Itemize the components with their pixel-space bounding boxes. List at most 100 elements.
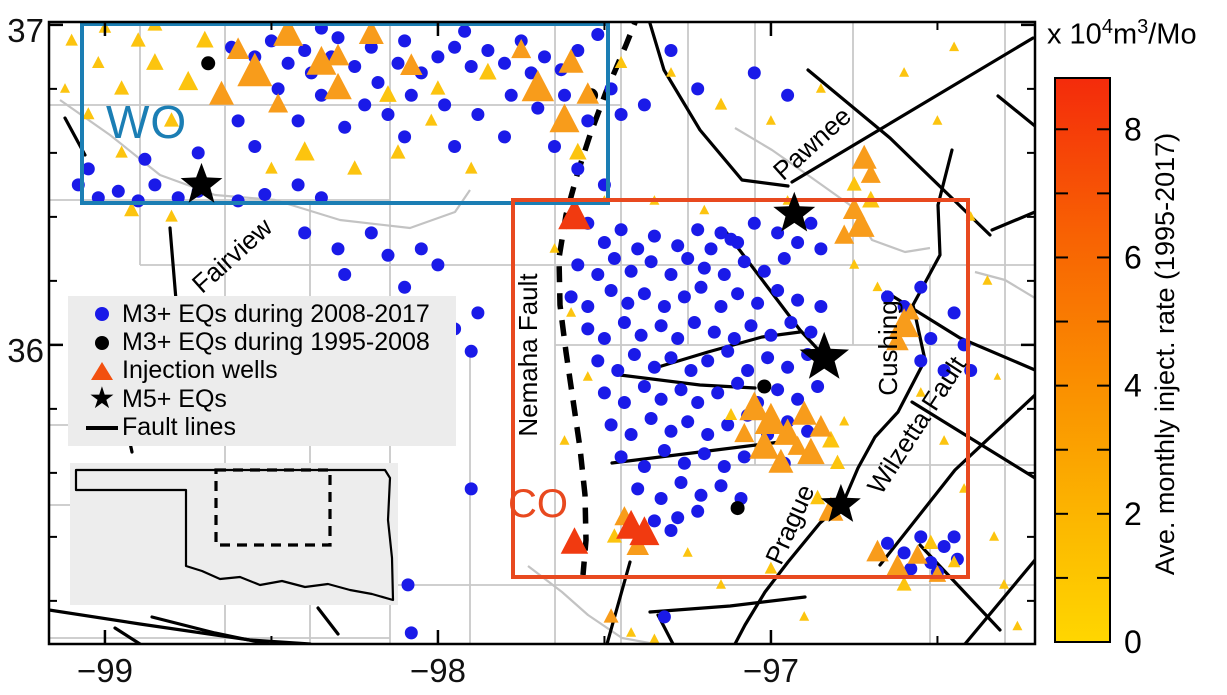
nemaha-dashed-fault [556, 22, 639, 576]
river-line [734, 127, 931, 254]
eq-dot-2008-2017 [731, 287, 745, 301]
eq-dot-2008-2017 [671, 239, 685, 253]
injection-well-triangle [65, 33, 78, 46]
injection-well-triangle [82, 107, 95, 120]
injection-well-triangle [430, 80, 446, 95]
eq-dot-2008-2017 [611, 364, 625, 377]
injection-well-triangle [822, 430, 840, 448]
eq-dot-2008-2017 [947, 306, 961, 320]
colorbar-tick-label: 8 [1124, 111, 1142, 147]
injection-well-triangle [939, 435, 950, 445]
eq-dot-2008-2017 [631, 482, 645, 496]
injection-well-triangle [326, 43, 350, 66]
eq-dot-2008-2017 [604, 418, 618, 432]
fault-line [910, 400, 1035, 480]
eq-dot-2008-2017 [644, 255, 658, 269]
m5-eq-star-pawnee [773, 191, 816, 232]
eq-dot-2008-2017 [381, 248, 395, 262]
eq-dot-2008-2017 [764, 328, 778, 342]
eq-dot-2008-2017 [771, 383, 785, 397]
injection-well-triangle [92, 56, 105, 68]
eq-dot-2008-2017 [338, 120, 352, 134]
eq-dot-2008-2017 [464, 344, 478, 358]
eq-dot-2008-2017 [614, 450, 628, 464]
eq-dot-2008-2017 [784, 316, 798, 329]
injection-well-triangle [400, 53, 423, 75]
eq-dot-2008-2017 [664, 44, 678, 57]
map-label-pawnee: Pawnee [767, 101, 857, 186]
fault-line [806, 68, 992, 237]
injection-well-triangle [872, 281, 883, 292]
injection-well-triangle [734, 422, 755, 443]
eq-dot-2008-2017 [571, 162, 585, 176]
eq-dot-2008-2017 [524, 66, 538, 80]
eq-dot-2008-2017 [881, 290, 894, 304]
m5-eq-stars [180, 162, 861, 522]
eq-dot-2008-2017 [331, 31, 345, 45]
eq-dot-2008-2017 [881, 536, 894, 550]
injection-well-triangle [739, 391, 770, 421]
legend-item: Fault lines [82, 413, 456, 442]
eq-dot-2008-2017 [721, 418, 735, 432]
eq-dot-2008-2017 [691, 82, 705, 96]
x-tick-label-97: −97 [743, 652, 799, 689]
injection-well-triangle [923, 534, 939, 549]
colorbar-title: x 104m3/Mo [1047, 16, 1197, 52]
oklahoma-inset-map [70, 463, 398, 605]
eq-dot-2008-2017 [314, 88, 328, 102]
colorbar-title-permo: /Mo [1148, 18, 1197, 51]
eq-dot-2008-2017 [504, 88, 518, 102]
legend-item-label: M3+ EQs during 2008-2017 [122, 299, 430, 328]
eq-dot-2008-2017 [914, 354, 928, 368]
injection-well-triangle [866, 539, 889, 562]
colorbar-axis-label: Ave. monthly inject. rate (1995-2017) [1150, 132, 1180, 576]
eq-dot-2008-2017 [258, 188, 272, 201]
injection-well-triangle [716, 579, 726, 589]
fault-line [733, 148, 954, 644]
eq-dot-2008-2017 [348, 60, 362, 73]
eq-dot-2008-2017 [737, 255, 751, 269]
eq-dot-2008-2017 [231, 194, 245, 208]
eq-dot-2008-2017 [398, 34, 412, 48]
eq-dot-1995-2008 [730, 501, 745, 516]
legend-item-label: Fault lines [122, 413, 236, 442]
eq-dot-2008-2017 [761, 351, 775, 365]
eq-dot-2008-2017 [937, 540, 951, 553]
eq-dot-2008-2017 [637, 460, 651, 473]
eq-dot-2008-2017 [271, 82, 285, 96]
eq-dot-2008-2017 [814, 300, 828, 313]
eq-dot-2008-2017 [634, 328, 648, 342]
injection-well-triangle [294, 141, 315, 161]
eq-dot-2008-2017 [697, 447, 711, 461]
injection-well-triangle [896, 576, 912, 591]
injection-well-triangle [146, 53, 164, 70]
injection-well-triangle [764, 561, 778, 574]
eq-dot-2008-2017 [717, 460, 731, 473]
region-boxes [80, 22, 970, 579]
eq-dot-2008-2017 [714, 300, 728, 313]
eq-dot-2008-2017 [791, 293, 805, 307]
m5-eq-star-cushing [799, 331, 849, 379]
eq-dot-2008-2017 [781, 360, 795, 374]
eq-dot-2008-2017 [621, 296, 635, 310]
eq-dot-2008-2017 [298, 226, 312, 240]
eq-dot-2008-2017 [681, 415, 695, 429]
eq-dot-2008-2017 [681, 252, 695, 265]
injection-well-triangle [226, 37, 250, 59]
injection-well-triangle [196, 30, 214, 48]
eq-dot-2008-2017 [401, 578, 415, 592]
fault-line [648, 595, 807, 614]
injection-well-triangle [626, 627, 637, 637]
eq-dot-2008-2017 [281, 56, 295, 70]
river-line [527, 565, 656, 644]
injection-well-triangle [273, 22, 304, 46]
eq-dot-2008-2017 [777, 252, 791, 265]
injection-well-triangle [465, 161, 478, 174]
eq-dot-2008-2017 [647, 229, 661, 243]
injection-well-triangle [268, 93, 289, 113]
injection-well-triangle [899, 67, 910, 77]
eq-dot-2008-2017 [691, 504, 705, 518]
injection-well-triangle [799, 611, 810, 621]
eq-dot-2008-2017 [691, 396, 705, 409]
